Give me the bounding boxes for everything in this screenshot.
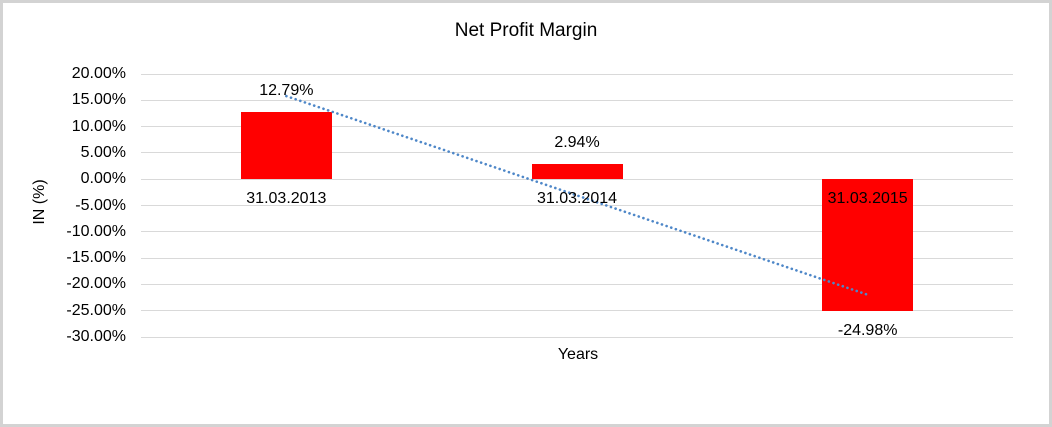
y-tick-label: -30.00%: [66, 328, 126, 345]
y-tick-label: -5.00%: [75, 196, 126, 214]
gridline: [141, 310, 1013, 312]
y-tick-label: -25.00%: [66, 301, 126, 319]
category-label: 31.03.2013: [246, 190, 327, 208]
y-tick-label: 5.00%: [80, 143, 126, 161]
gridline: [141, 73, 1013, 75]
gridline: [141, 336, 1013, 338]
bar-value-label: 2.94%: [554, 133, 600, 151]
y-tick-label: 15.00%: [71, 91, 126, 109]
x-axis-title: Years: [557, 346, 599, 363]
y-tick-label: -10.00%: [66, 222, 126, 240]
bar: [240, 111, 332, 180]
category-label: 31.03.2015: [827, 190, 908, 208]
category-label: 31.03.2014: [536, 190, 618, 208]
y-tick-label: 0.00%: [80, 170, 126, 188]
y-tick-label: 10.00%: [71, 117, 126, 135]
y-tick-label: -15.00%: [66, 249, 126, 267]
chart-title: Net Profit Margin: [454, 20, 598, 41]
y-tick-label: 20.00%: [71, 65, 126, 82]
bar-value-label: -24.98%: [837, 321, 898, 339]
bar-value-label: 12.79%: [259, 81, 314, 99]
gridline: [141, 99, 1013, 101]
y-tick-label: -20.00%: [66, 275, 126, 293]
bar: [531, 163, 623, 180]
